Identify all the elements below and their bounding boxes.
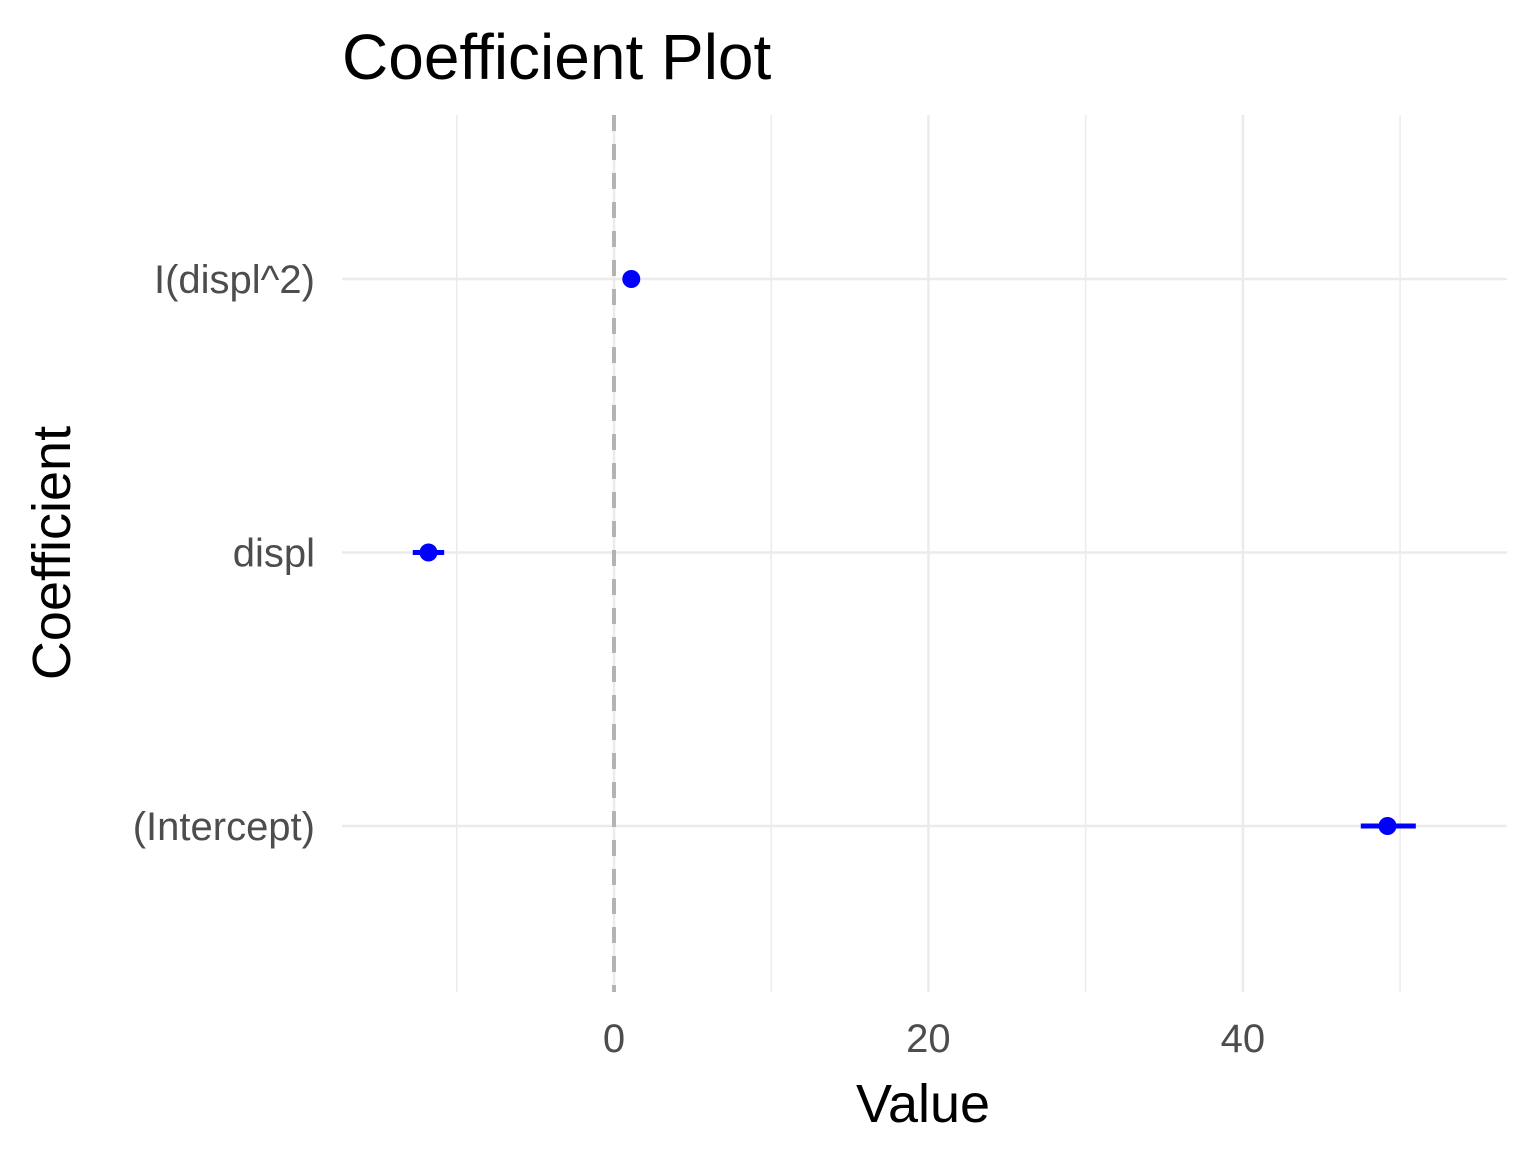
coefficient-point [1378,817,1397,835]
y-tick-label: I(displ^2) [154,258,315,302]
y-tick-label: (Intercept) [133,805,315,849]
labels-layer: 0 20 40 (Intercept) displ I(displ^2) [133,258,1265,1061]
coefficient-point [419,543,438,562]
chart-title: Coefficient Plot [342,21,772,93]
coefficient-point [622,270,641,288]
grid-layer [342,115,1507,992]
y-tick-label: displ [233,532,315,576]
x-tick-label: 20 [906,1017,951,1061]
x-tick-label: 40 [1221,1017,1266,1061]
x-tick-label: 0 [603,1017,625,1061]
x-axis-title: Value [856,1074,990,1134]
y-axis-title: Coefficient [22,426,82,680]
marks-layer [412,270,1416,835]
